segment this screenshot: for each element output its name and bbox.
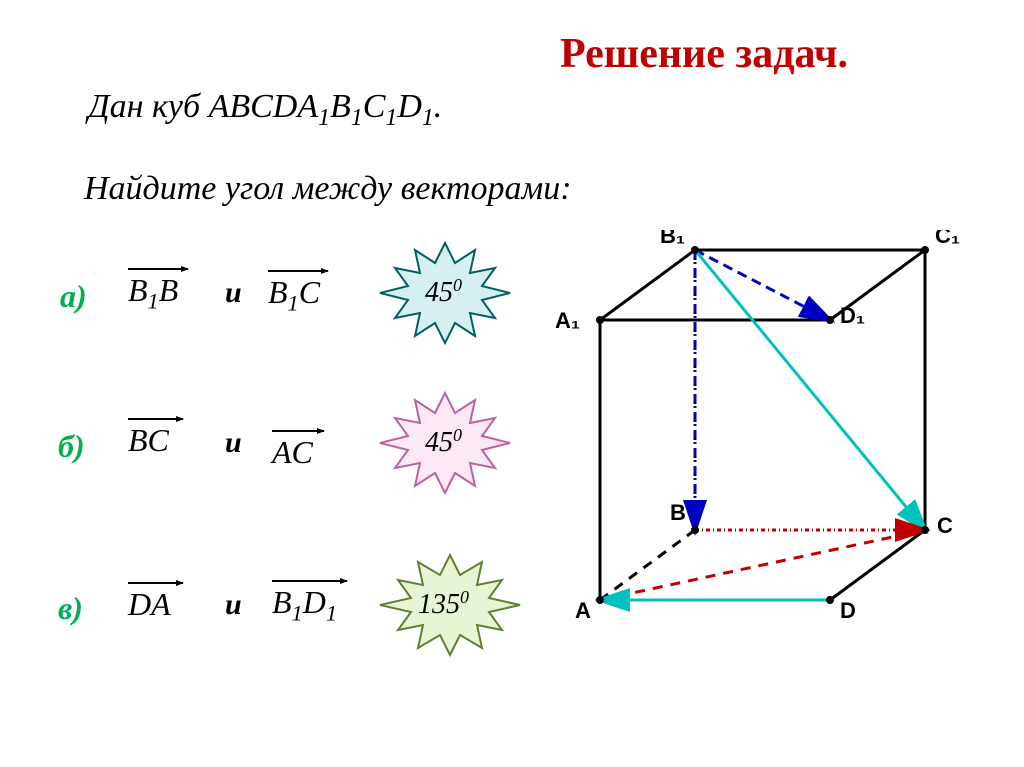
vector-a1: B1B: [128, 272, 178, 314]
vector-arrow-c2: [272, 580, 347, 582]
problem-line-2: Найдите угол между векторами:: [84, 170, 572, 208]
burst-a: 450: [370, 238, 520, 348]
vector-b1: BC: [128, 422, 169, 459]
svg-text:B₁: B₁: [660, 230, 685, 248]
problem-line-1-text: Дан куб ABCDA: [88, 88, 318, 125]
vector-c1: DA: [128, 586, 171, 623]
item-c-conj: и: [225, 588, 242, 622]
burst-c: 1350: [370, 550, 530, 660]
svg-text:B: B: [670, 500, 686, 525]
vector-arrow-a1: [128, 268, 188, 270]
l1t2: C: [363, 88, 386, 125]
vector-arrow-a2: [268, 270, 328, 272]
item-c-label: в): [58, 590, 83, 627]
l1t3: D: [397, 88, 422, 125]
svg-text:A: A: [575, 598, 591, 623]
l1t1: B: [330, 88, 351, 125]
vector-c2: B1D1: [272, 584, 337, 626]
vector-a2: B1C: [268, 274, 320, 316]
problem-line-1: Дан куб ABCDA1B1C1D1.: [88, 88, 442, 132]
item-a-conj: и: [225, 276, 242, 310]
svg-text:A₁: A₁: [555, 308, 580, 333]
svg-text:C₁: C₁: [935, 230, 960, 248]
burst-b: 450: [370, 388, 520, 498]
vector-arrow-b1: [128, 418, 183, 420]
item-a-label: а): [60, 278, 87, 315]
page-title: Решение задач.: [560, 30, 848, 78]
svg-text:D: D: [840, 598, 856, 623]
vector-arrow-b2: [272, 430, 324, 432]
item-b-conj: и: [225, 426, 242, 460]
svg-text:D₁: D₁: [840, 303, 865, 328]
vector-arrow-c1: [128, 582, 183, 584]
cube-diagram: A₁ B₁ C₁ D₁ A B C D: [540, 230, 980, 650]
item-b-label: б): [58, 428, 85, 465]
vector-b2: AC: [272, 434, 313, 471]
svg-text:C: C: [937, 513, 953, 538]
l1end: .: [434, 88, 443, 125]
